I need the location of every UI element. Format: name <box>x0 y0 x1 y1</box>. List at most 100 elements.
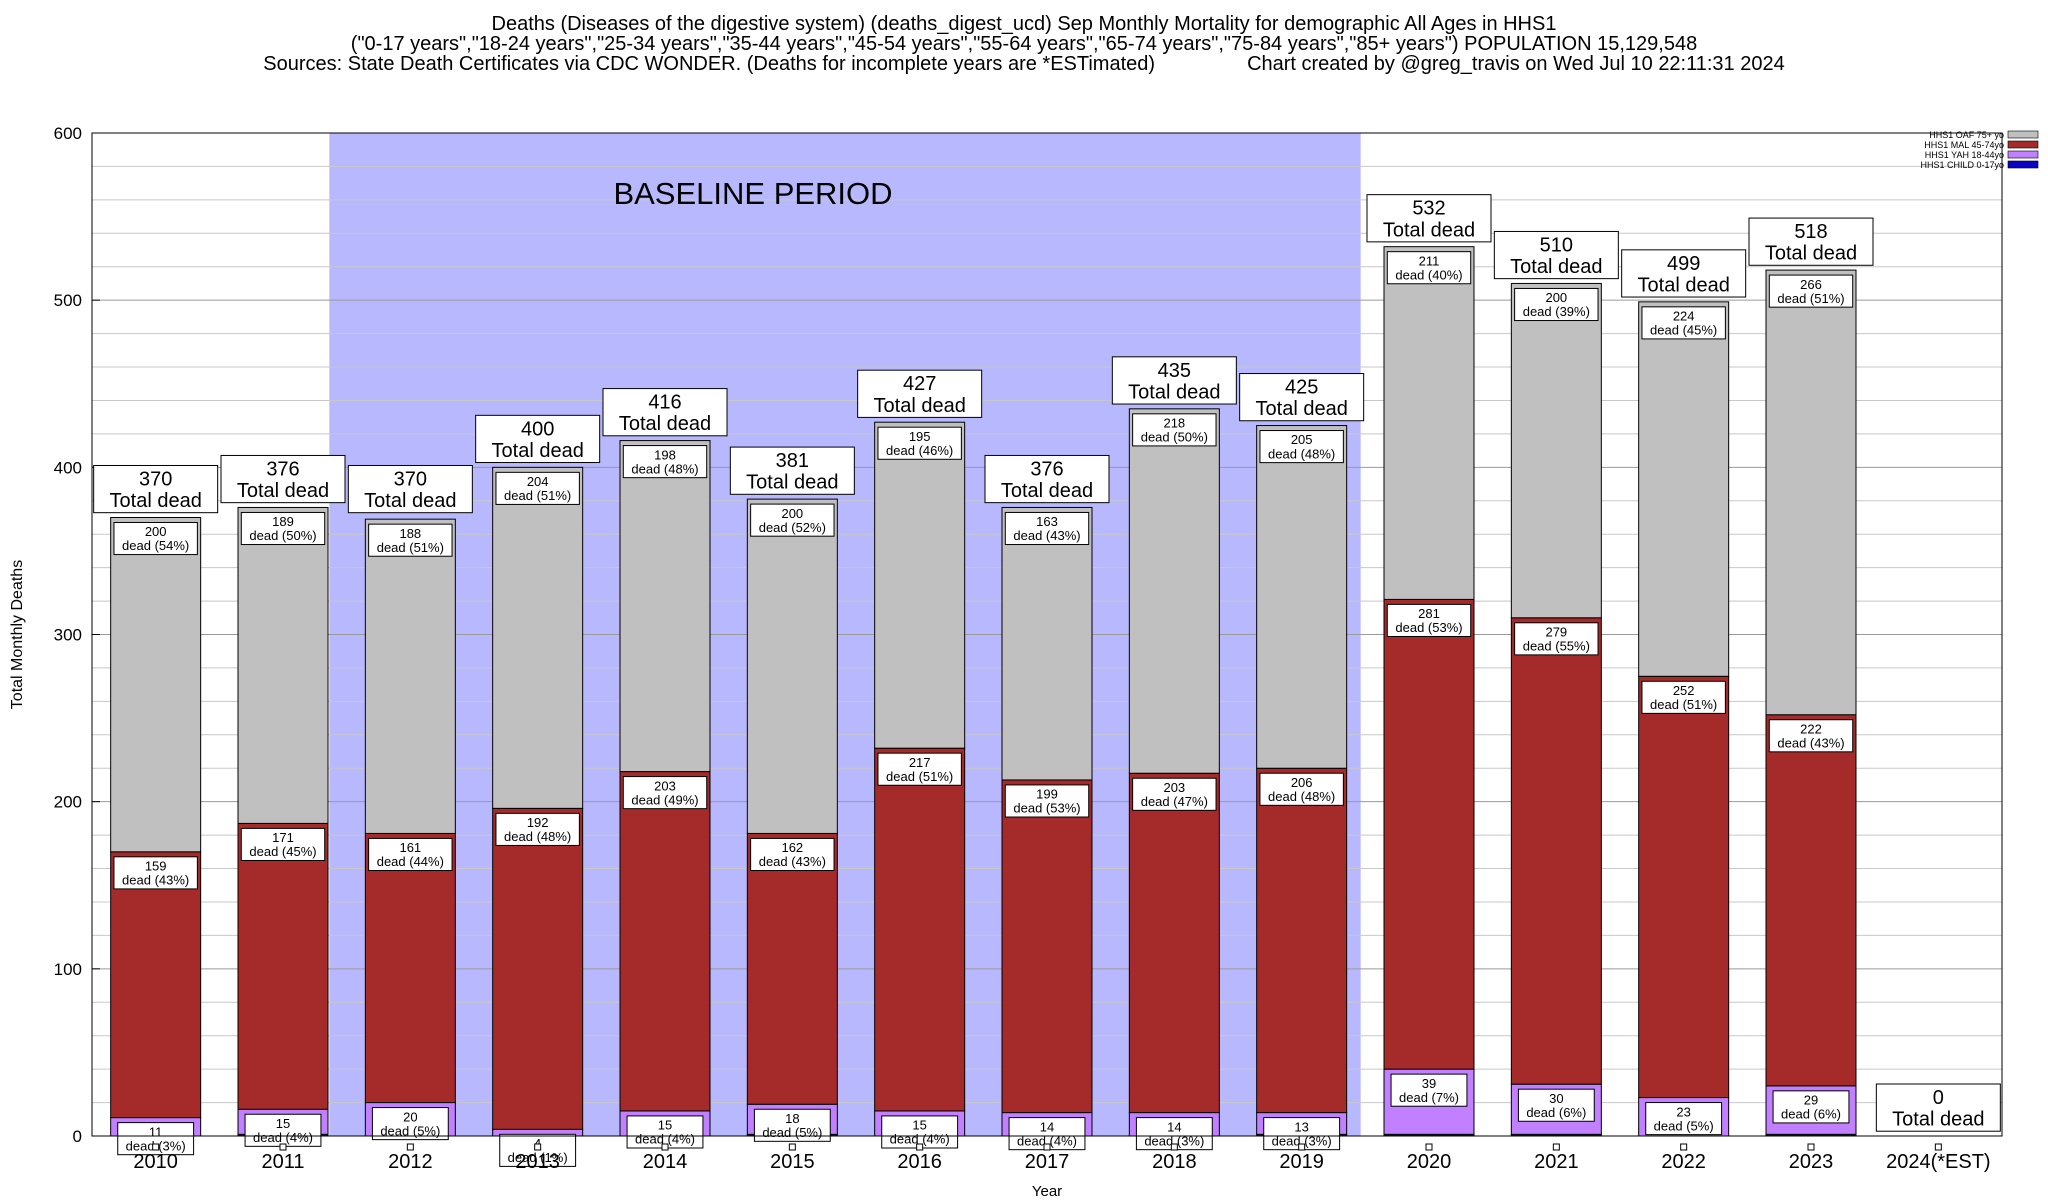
total-label-text: Total dead <box>1892 1109 1984 1131</box>
legend-swatch <box>2007 140 2039 149</box>
bar-segment <box>746 832 838 1105</box>
x-tick-label: 2015 <box>770 1151 815 1173</box>
segment-label-box <box>626 1115 704 1149</box>
bar-segment <box>1128 408 1220 774</box>
legend-swatch <box>2007 160 2039 169</box>
segment-label-text: dead (51%) <box>1650 697 1717 712</box>
bar-segment <box>110 851 202 1119</box>
y-axis-label: Total Monthly Deaths <box>9 560 26 709</box>
total-label-text: 435 <box>1158 360 1191 382</box>
total-label-box <box>93 464 219 514</box>
segment-label-text: dead (52%) <box>759 520 826 535</box>
base-marker <box>1298 1143 1306 1151</box>
segment-label-text: 252 <box>1673 683 1695 698</box>
segment-label-text: dead (53%) <box>1395 620 1462 635</box>
bar-segment <box>364 832 456 1104</box>
total-label-text: 425 <box>1285 377 1318 399</box>
segment-label-text: dead (51%) <box>377 540 444 555</box>
total-label-text: 400 <box>521 418 554 440</box>
total-label-box <box>602 388 728 437</box>
total-label-text: 370 <box>394 468 427 490</box>
segment-label-text: 204 <box>527 474 549 489</box>
segment-label-box <box>495 471 580 505</box>
x-tick-label: 2012 <box>388 1151 433 1173</box>
segment-label-text: 15 <box>658 1118 672 1133</box>
segment-label-box <box>113 856 198 890</box>
segment-label-text: 281 <box>1418 606 1440 621</box>
segment-label-text: 198 <box>654 447 676 462</box>
segment-label-text: 14 <box>1167 1119 1181 1134</box>
total-label-text: Total dead <box>746 472 838 494</box>
y-tick-label: 0 <box>73 1127 82 1146</box>
segment-label-text: dead (51%) <box>1777 291 1844 306</box>
segment-label-text: dead (45%) <box>1650 323 1717 338</box>
segment-label-text: dead (7%) <box>1399 1090 1459 1105</box>
segment-label-box <box>1386 603 1472 637</box>
segment-label-text: 29 <box>1804 1093 1818 1108</box>
x-tick-label: 2013 <box>515 1151 560 1173</box>
bar-segment <box>492 807 584 1130</box>
segment-label-box <box>1768 719 1854 753</box>
bar-segment <box>1765 269 1857 716</box>
segment-label-box <box>1132 413 1217 447</box>
segment-label-text: 39 <box>1422 1076 1436 1091</box>
segment-label-box <box>1772 1090 1850 1124</box>
segment-label-box <box>240 827 326 861</box>
segment-label-text: dead (48%) <box>631 461 698 476</box>
total-label-text: 376 <box>266 458 299 480</box>
x-tick-label: 2019 <box>1279 1151 1324 1173</box>
segment-label-text: 224 <box>1673 309 1695 324</box>
chart-subtitle: ("0-17 years","18-24 years","25-34 years… <box>350 33 1698 55</box>
total-label-box <box>1366 194 1492 243</box>
segment-label-text: 14 <box>1040 1119 1054 1134</box>
x-tick-label: 2011 <box>261 1151 304 1173</box>
segment-label-box <box>244 1113 322 1147</box>
x-tick-label: 2022 <box>1661 1151 1706 1173</box>
segment-label-text: 222 <box>1800 721 1822 736</box>
bar-segment <box>492 466 584 809</box>
total-label-box <box>475 414 601 464</box>
segment-label-text: dead (43%) <box>1013 528 1080 543</box>
segment-label-text: dead (45%) <box>249 844 316 859</box>
segment-label-box <box>877 426 962 460</box>
total-label-text: Total dead <box>237 480 329 502</box>
total-label-text: Total dead <box>1383 219 1475 241</box>
segment-label-text: 200 <box>781 506 803 521</box>
segment-label-text: dead (4%) <box>635 1132 695 1147</box>
bar-segment <box>1001 779 1093 1114</box>
segment-label-text: 23 <box>1676 1104 1690 1119</box>
bar-segment <box>1638 675 1730 1099</box>
segment-label-text: dead (43%) <box>122 873 189 888</box>
legend-label: HHS1 CHILD 0-17yo <box>1920 160 2004 170</box>
chart-sources: Sources: State Death Certificates via CD… <box>0 54 2048 74</box>
x-axis-label: Year <box>1032 1183 1062 1200</box>
total-label-text: 427 <box>903 373 936 395</box>
segment-label-text: 162 <box>781 840 803 855</box>
total-label-box <box>1493 230 1619 280</box>
segment-label-box <box>1390 1073 1468 1107</box>
segment-label-text: dead (1%) <box>508 1150 568 1165</box>
bar-segment <box>237 506 329 824</box>
segment-label-box <box>1004 511 1090 546</box>
chart-header: Deaths (Diseases of the digestive system… <box>0 14 2048 74</box>
total-label-text: 532 <box>1412 198 1445 220</box>
